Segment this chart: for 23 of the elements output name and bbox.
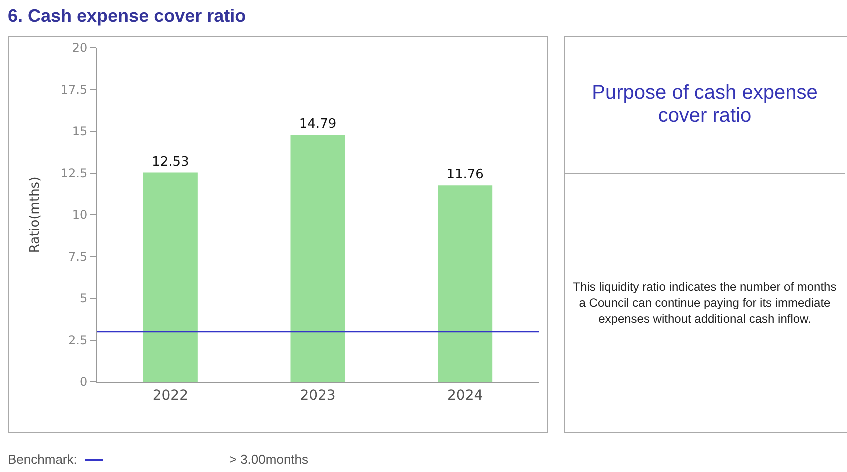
bar <box>438 186 493 382</box>
y-tick-label: 17.5 <box>60 82 88 97</box>
data-label: 11.76 <box>446 168 484 183</box>
y-tick-label: 15 <box>72 124 88 139</box>
data-label: 14.79 <box>299 117 337 132</box>
y-tick-label: 20 <box>72 41 88 56</box>
y-tick-label: 12.5 <box>60 166 88 180</box>
x-tick-label: 2024 <box>448 388 484 404</box>
y-axis-title: Ratio(mths) <box>28 176 43 254</box>
x-tick-label: 2022 <box>152 388 188 404</box>
y-tick-label: 7.5 <box>68 250 88 264</box>
y-tick-label: 0 <box>80 375 88 390</box>
bar <box>290 135 346 382</box>
legend-label: Benchmark: <box>8 452 78 467</box>
y-tick-label: 10 <box>72 208 88 222</box>
data-label: 12.53 <box>152 154 190 170</box>
chart-title: 6. Cash expense cover ratio <box>8 6 246 27</box>
bar <box>143 172 198 382</box>
x-tick-label: 2023 <box>300 388 336 404</box>
y-tick-label: 2.5 <box>68 333 88 348</box>
text: > 3.00months <box>229 452 309 467</box>
y-tick-label: 5 <box>80 292 88 306</box>
text-card: Purpose of cash expense cover ratio This liquidity ratio indicates the number of months a Council can continue paying for its immediate expenses without additional cash inflow. <box>564 36 847 433</box>
